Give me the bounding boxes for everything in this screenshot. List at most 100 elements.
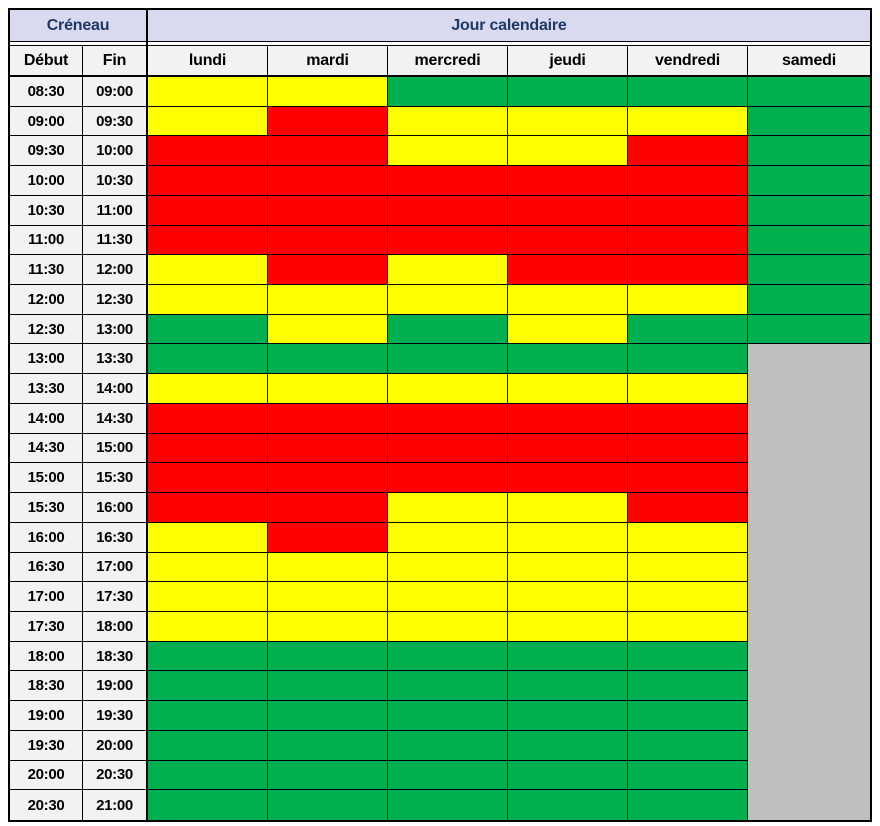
- slot-cell-samedi-18:30: [748, 671, 870, 702]
- debut-time-cell-10:00: 10:00: [10, 166, 83, 196]
- slot-cell-samedi-15:30: [748, 493, 870, 523]
- debut-time-cell-20:30: 20:30: [10, 790, 83, 820]
- slot-cell-lundi-17:00: [148, 582, 268, 612]
- debut-time-cell-10:30: 10:30: [10, 195, 83, 226]
- slot-cell-lundi-14:00: [148, 403, 268, 434]
- slot-cell-vendredi-09:00: [628, 106, 748, 137]
- slot-cell-samedi-20:00: [748, 760, 870, 791]
- slot-cell-lundi-13:30: [148, 374, 268, 404]
- slot-cell-lundi-08:30: [148, 77, 268, 107]
- slot-cell-samedi-19:30: [748, 730, 870, 761]
- slot-cell-mardi-11:30: [268, 255, 388, 286]
- slot-cell-samedi-17:30: [748, 611, 870, 642]
- fin-time-cell-09:00: 09:00: [83, 77, 148, 107]
- slot-cell-jeudi-20:30: [508, 790, 628, 820]
- slot-cell-mercredi-17:30: [388, 611, 508, 642]
- slot-cell-mercredi-20:00: [388, 760, 508, 791]
- slot-cell-mardi-19:30: [268, 730, 388, 761]
- fin-time-cell-12:30: 12:30: [83, 285, 148, 315]
- slot-cell-lundi-15:30: [148, 493, 268, 523]
- debut-time-cell-18:00: 18:00: [10, 641, 83, 672]
- slot-cell-vendredi-15:30: [628, 493, 748, 523]
- slot-cell-mercredi-18:30: [388, 671, 508, 702]
- slot-cell-vendredi-10:00: [628, 166, 748, 196]
- debut-time-cell-19:00: 19:00: [10, 701, 83, 731]
- debut-time-cell-15:00: 15:00: [10, 463, 83, 494]
- fin-time-cell-14:00: 14:00: [83, 374, 148, 404]
- debut-time-cell-15:30: 15:30: [10, 493, 83, 523]
- slot-cell-samedi-14:30: [748, 433, 870, 464]
- slot-cell-samedi-09:00: [748, 106, 870, 137]
- slot-cell-vendredi-19:00: [628, 701, 748, 731]
- debut-time-cell-09:30: 09:30: [10, 136, 83, 167]
- debut-time-cell-14:30: 14:30: [10, 433, 83, 464]
- slot-cell-lundi-13:00: [148, 344, 268, 375]
- slot-cell-vendredi-18:00: [628, 641, 748, 672]
- slot-cell-jeudi-18:30: [508, 671, 628, 702]
- slot-cell-vendredi-20:30: [628, 790, 748, 820]
- slot-cell-vendredi-11:30: [628, 255, 748, 286]
- slot-cell-samedi-15:00: [748, 463, 870, 494]
- slot-cell-mercredi-19:00: [388, 701, 508, 731]
- slot-cell-mercredi-11:00: [388, 225, 508, 256]
- slot-cell-mardi-17:00: [268, 582, 388, 612]
- header-jour-calendaire: Jour calendaire: [148, 10, 870, 42]
- slot-cell-vendredi-13:30: [628, 374, 748, 404]
- slot-cell-vendredi-14:00: [628, 403, 748, 434]
- slot-cell-mardi-20:00: [268, 760, 388, 791]
- slot-cell-samedi-08:30: [748, 77, 870, 107]
- slot-cell-mardi-16:00: [268, 522, 388, 553]
- slot-cell-mardi-17:30: [268, 611, 388, 642]
- fin-time-cell-16:30: 16:30: [83, 522, 148, 553]
- fin-time-cell-13:30: 13:30: [83, 344, 148, 375]
- slot-cell-vendredi-13:00: [628, 344, 748, 375]
- slot-cell-vendredi-10:30: [628, 195, 748, 226]
- slot-cell-lundi-19:30: [148, 730, 268, 761]
- debut-time-cell-09:00: 09:00: [10, 106, 83, 137]
- fin-time-cell-14:30: 14:30: [83, 403, 148, 434]
- slot-cell-mardi-11:00: [268, 225, 388, 256]
- fin-time-cell-18:30: 18:30: [83, 641, 148, 672]
- slot-cell-lundi-16:30: [148, 552, 268, 583]
- slot-cell-lundi-18:00: [148, 641, 268, 672]
- slot-cell-jeudi-13:30: [508, 374, 628, 404]
- slot-cell-samedi-20:30: [748, 790, 870, 820]
- fin-time-cell-13:00: 13:00: [83, 314, 148, 345]
- schedule-table: Créneau Jour calendaire Début Fin lundi …: [8, 8, 872, 822]
- slot-cell-mercredi-13:00: [388, 344, 508, 375]
- slot-cell-lundi-12:30: [148, 314, 268, 345]
- slot-cell-vendredi-15:00: [628, 463, 748, 494]
- slot-cell-mardi-15:30: [268, 493, 388, 523]
- slot-cell-jeudi-11:00: [508, 225, 628, 256]
- slot-cell-vendredi-12:30: [628, 314, 748, 345]
- slot-cell-jeudi-13:00: [508, 344, 628, 375]
- slot-cell-mercredi-10:30: [388, 195, 508, 226]
- debut-time-cell-17:30: 17:30: [10, 611, 83, 642]
- slot-cell-mercredi-13:30: [388, 374, 508, 404]
- slot-cell-lundi-20:00: [148, 760, 268, 791]
- slot-cell-lundi-10:30: [148, 195, 268, 226]
- debut-time-cell-12:00: 12:00: [10, 285, 83, 315]
- slot-cell-jeudi-12:00: [508, 285, 628, 315]
- slot-cell-jeudi-10:00: [508, 166, 628, 196]
- header-day-mercredi: mercredi: [388, 46, 508, 77]
- slot-cell-mercredi-14:00: [388, 403, 508, 434]
- slot-cell-mardi-08:30: [268, 77, 388, 107]
- debut-time-cell-08:30: 08:30: [10, 77, 83, 107]
- debut-time-cell-11:00: 11:00: [10, 225, 83, 256]
- slot-cell-mardi-16:30: [268, 552, 388, 583]
- header-debut: Début: [10, 46, 83, 77]
- slot-cell-jeudi-18:00: [508, 641, 628, 672]
- slot-cell-mercredi-14:30: [388, 433, 508, 464]
- slot-cell-lundi-15:00: [148, 463, 268, 494]
- slot-cell-lundi-20:30: [148, 790, 268, 820]
- fin-time-cell-12:00: 12:00: [83, 255, 148, 286]
- debut-time-cell-17:00: 17:00: [10, 582, 83, 612]
- slot-cell-mardi-12:00: [268, 285, 388, 315]
- slot-cell-mardi-14:00: [268, 403, 388, 434]
- fin-time-cell-21:00: 21:00: [83, 790, 148, 820]
- slot-cell-samedi-09:30: [748, 136, 870, 167]
- slot-cell-samedi-10:00: [748, 166, 870, 196]
- slot-cell-mardi-18:30: [268, 671, 388, 702]
- slot-cell-jeudi-17:00: [508, 582, 628, 612]
